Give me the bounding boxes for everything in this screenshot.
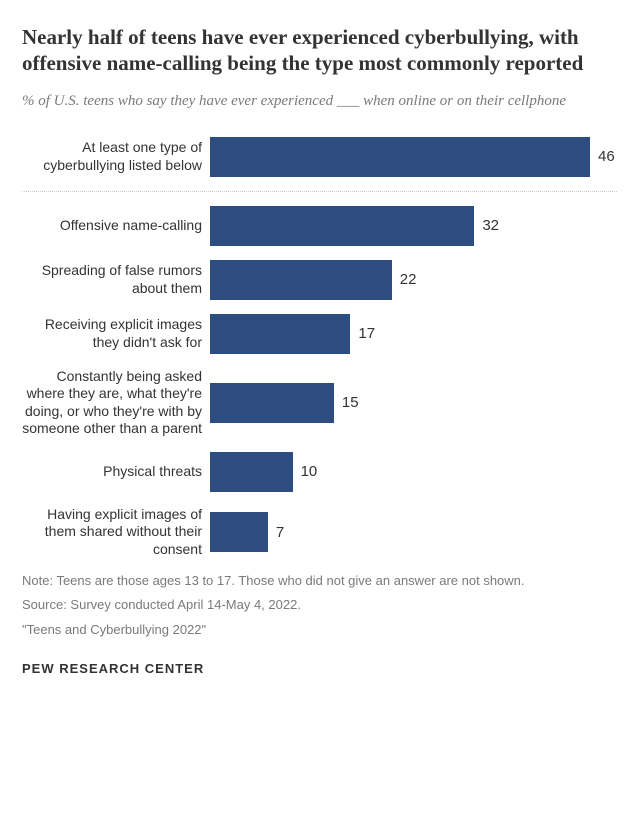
bar-value: 15: [342, 394, 359, 411]
bar-value: 22: [400, 271, 417, 288]
bar: [210, 452, 293, 492]
chart-row: At least one type of cyberbullying liste…: [22, 137, 617, 192]
bar-label: Physical threats: [22, 463, 210, 481]
bar-label: At least one type of cyberbullying liste…: [22, 139, 210, 174]
bar-label: Having explicit images of them shared wi…: [22, 506, 210, 559]
chart-row: Receiving explicit images they didn't as…: [22, 314, 617, 354]
bar-area: 10: [210, 452, 617, 492]
source-line: Source: Survey conducted April 14-May 4,…: [22, 596, 617, 614]
bar-value: 17: [358, 325, 375, 342]
bar-value: 46: [598, 148, 615, 165]
org-footer: PEW RESEARCH CENTER: [22, 661, 617, 676]
bar: [210, 137, 590, 177]
bar: [210, 383, 334, 423]
bar-area: 15: [210, 383, 617, 423]
bar-area: 17: [210, 314, 617, 354]
chart-row: Having explicit images of them shared wi…: [22, 506, 617, 559]
chart-row: Physical threats 10: [22, 452, 617, 492]
chart-subtitle: % of U.S. teens who say they have ever e…: [22, 91, 617, 111]
bar-area: 32: [210, 206, 617, 246]
report-title-line: "Teens and Cyberbullying 2022": [22, 621, 617, 639]
bar-value: 10: [301, 463, 318, 480]
bar: [210, 314, 350, 354]
chart-row: Offensive name-calling 32: [22, 206, 617, 246]
bar-value: 7: [276, 524, 284, 541]
bar-area: 22: [210, 260, 617, 300]
bar-value: 32: [482, 217, 499, 234]
bar: [210, 260, 392, 300]
note-line: Note: Teens are those ages 13 to 17. Tho…: [22, 572, 617, 590]
bar-label: Constantly being asked where they are, w…: [22, 368, 210, 438]
bar-area: 7: [210, 512, 617, 552]
chart-title: Nearly half of teens have ever experienc…: [22, 24, 617, 77]
bar: [210, 512, 268, 552]
bar-area: 46: [210, 137, 617, 177]
chart-row: Constantly being asked where they are, w…: [22, 368, 617, 438]
bar: [210, 206, 474, 246]
bar-label: Receiving explicit images they didn't as…: [22, 316, 210, 351]
bar-label: Offensive name-calling: [22, 217, 210, 235]
bar-label: Spreading of false rumors about them: [22, 262, 210, 297]
bar-chart: At least one type of cyberbullying liste…: [22, 137, 617, 559]
chart-row: Spreading of false rumors about them 22: [22, 260, 617, 300]
